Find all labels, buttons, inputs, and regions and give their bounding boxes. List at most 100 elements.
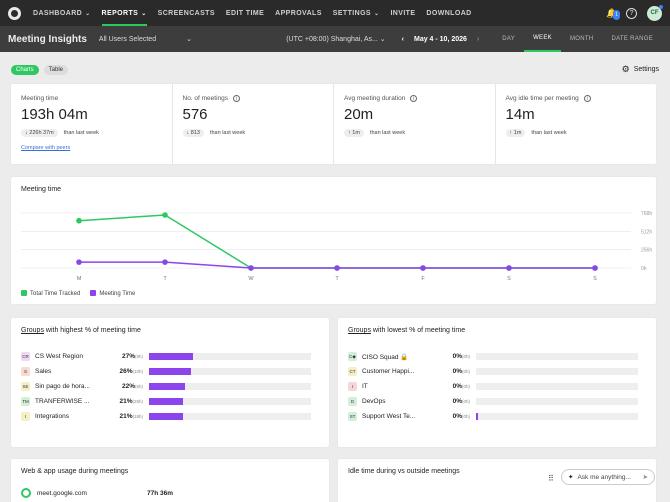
group-row[interactable]: CT Customer Happi... 0%(0h) xyxy=(338,364,656,379)
table-toggle[interactable]: Table xyxy=(43,64,69,75)
tab-month[interactable]: MONTH xyxy=(569,36,594,42)
compare-link[interactable]: Compare with peers xyxy=(21,145,71,151)
nav-edit-time[interactable]: EDIT TIME xyxy=(225,9,265,17)
nav-reports[interactable]: REPORTS ⌄ xyxy=(101,0,147,26)
kpi-item: No. of meetings i 576 ↓ 813 than last week xyxy=(173,84,334,164)
date-label: May 4 - 10, 2026 xyxy=(413,35,467,43)
info-icon[interactable]: i xyxy=(410,95,418,102)
data-point[interactable] xyxy=(334,265,340,271)
group-row[interactable]: ST Support West Te... 0%(0h) xyxy=(338,409,656,424)
group-bar-fill xyxy=(149,368,192,375)
series-line xyxy=(78,214,595,269)
kpi-label-text: Meeting time xyxy=(21,95,59,102)
data-point[interactable] xyxy=(506,265,512,271)
groups-low-card: Groups with lowest % of meeting time C◆ C… xyxy=(338,318,656,447)
y-tick-label: 768h xyxy=(641,211,652,217)
group-row[interactable]: I IT 0%(0h) xyxy=(338,379,656,394)
bell-icon[interactable]: 🔔 1 xyxy=(606,8,620,20)
nav-approvals[interactable]: APPROVALS xyxy=(275,9,322,17)
kpi-change: ↑ 1m than last week xyxy=(505,129,647,137)
date-range: ‹ May 4 - 10, 2026 › xyxy=(402,36,480,43)
site-name: meet.google.com xyxy=(37,489,87,497)
nav-screencasts[interactable]: SCREENCASTS xyxy=(157,9,215,17)
arrow-down-icon: ↓ xyxy=(25,130,30,136)
data-point[interactable] xyxy=(162,212,168,218)
data-point[interactable] xyxy=(162,259,168,265)
group-icon: D xyxy=(348,397,357,406)
group-hours: (0h) xyxy=(461,384,470,389)
nav-download[interactable]: DOWNLOAD xyxy=(426,9,472,17)
ask-placeholder: Ask me anything... xyxy=(577,473,631,481)
change-value: 1m xyxy=(513,130,522,136)
kpi-change: ↓ 813 than last week xyxy=(182,129,324,137)
app-logo[interactable] xyxy=(8,6,21,20)
charts-toggle[interactable]: Charts xyxy=(11,64,39,75)
ask-ai-input[interactable]: ✦ Ask me anything... ➤ xyxy=(561,469,655,485)
nav-invite[interactable]: INVITE xyxy=(390,9,416,17)
groups-high-title: with highest % of meeting time xyxy=(43,327,141,334)
sparkle-icon: ✦ xyxy=(568,474,574,481)
info-icon[interactable]: i xyxy=(233,95,241,102)
data-point[interactable] xyxy=(420,265,426,271)
legend-item[interactable]: Meeting Time xyxy=(90,290,135,297)
group-icon: SE xyxy=(21,382,30,391)
group-row[interactable]: TM TRANFERWISE ... 21%(25h) xyxy=(11,394,329,409)
group-bar-fill xyxy=(149,398,184,405)
nav-dashboard[interactable]: DASHBOARD ⌄ xyxy=(33,9,91,17)
data-point[interactable] xyxy=(592,265,598,271)
drag-handle-icon[interactable]: ⠿ xyxy=(548,474,554,483)
send-icon[interactable]: ➤ xyxy=(642,474,648,481)
sub-header: Meeting Insights All Users Selected ⌄ (UT… xyxy=(0,26,670,52)
group-bar xyxy=(476,398,638,405)
group-row[interactable]: SE Sin pago de hora... 22%(6h) xyxy=(11,379,329,394)
change-suffix: than last week xyxy=(63,130,99,136)
next-icon[interactable]: › xyxy=(476,35,480,43)
legend-swatch xyxy=(90,290,97,296)
groups-high-card: Groups with highest % of meeting time CR… xyxy=(11,318,329,447)
group-bar xyxy=(476,368,638,375)
data-point[interactable] xyxy=(76,259,82,265)
group-pct-value: 0% xyxy=(452,413,462,420)
kpi-label: Avg idle time per meeting i xyxy=(506,95,647,102)
data-point[interactable] xyxy=(248,265,254,271)
group-row[interactable]: I Integrations 21%(18h) xyxy=(11,409,329,424)
group-row[interactable]: C◆ CISO Squad 🔒 0%(0h) xyxy=(338,349,656,364)
timezone-select[interactable]: (UTC +08:00) Shanghai, As... ⌄ xyxy=(286,36,386,43)
prev-icon[interactable]: ‹ xyxy=(401,35,404,43)
site-icon xyxy=(21,488,31,498)
tab-date-range[interactable]: DATE RANGE xyxy=(611,36,653,42)
meeting-time-chart: 768h 512h 256h 0h M T W T F S S xyxy=(21,211,652,282)
nav-settings[interactable]: SETTINGS ⌄ xyxy=(332,9,380,17)
data-point[interactable] xyxy=(76,217,82,224)
group-row[interactable]: D DevOps 0%(0h) xyxy=(338,394,656,409)
tab-day[interactable]: DAY xyxy=(502,36,516,42)
users-select[interactable]: All Users Selected ⌄ xyxy=(99,35,192,44)
group-hours: (9h) xyxy=(134,354,143,359)
group-bar xyxy=(476,383,638,390)
group-row[interactable]: S Sales 26%(10h) xyxy=(11,364,329,379)
kpi-label-text: Avg idle time per meeting xyxy=(505,95,579,102)
legend-item[interactable]: Total Time Tracked xyxy=(21,290,80,297)
gear-icon: ⚙ xyxy=(621,64,630,74)
groups-link[interactable]: Groups xyxy=(348,327,371,334)
group-bar-fill xyxy=(476,413,478,420)
group-icon: CT xyxy=(348,367,357,376)
group-name: Support West Te... xyxy=(362,413,416,420)
group-pct: 27%(9h) xyxy=(111,353,149,360)
info-icon[interactable]: i xyxy=(583,95,591,102)
tab-week[interactable]: WEEK xyxy=(524,26,561,52)
group-pct-value: 27% xyxy=(121,353,135,360)
settings-button[interactable]: ⚙ Settings xyxy=(622,64,659,75)
legend-label: Meeting Time xyxy=(99,291,136,297)
chart-legend: Total Time Tracked Meeting Time xyxy=(21,290,135,297)
group-pct: 0%(0h) xyxy=(438,413,476,420)
help-icon[interactable]: ? xyxy=(626,7,637,19)
group-name: Sin pago de hora... xyxy=(35,383,90,390)
group-row[interactable]: CR CS West Region 27%(9h) xyxy=(11,349,329,364)
group-bar xyxy=(476,353,638,360)
kpi-item: Avg idle time per meeting i 14m ↑ 1m than la… xyxy=(496,84,657,164)
group-pct-value: 0% xyxy=(452,368,462,375)
kpi-change: ↓ 226h 37m than last week xyxy=(21,129,162,137)
groups-link[interactable]: Groups xyxy=(21,327,44,334)
avatar[interactable]: CF xyxy=(647,4,663,21)
